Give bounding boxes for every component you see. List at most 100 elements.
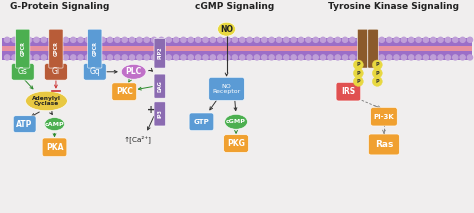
Text: PKC: PKC — [116, 87, 133, 96]
FancyBboxPatch shape — [88, 29, 102, 68]
Circle shape — [27, 55, 32, 60]
Circle shape — [262, 55, 267, 60]
Text: NO
Receptor: NO Receptor — [212, 83, 241, 94]
Circle shape — [232, 55, 237, 60]
Circle shape — [41, 55, 46, 60]
Circle shape — [401, 55, 407, 60]
Circle shape — [431, 37, 436, 42]
FancyBboxPatch shape — [42, 138, 67, 157]
Text: cAMP: cAMP — [45, 122, 64, 127]
Circle shape — [71, 55, 76, 60]
Text: Gq: Gq — [90, 67, 100, 76]
Text: Ras: Ras — [375, 140, 393, 149]
Circle shape — [365, 37, 370, 42]
Circle shape — [342, 55, 348, 60]
Circle shape — [225, 55, 230, 60]
Circle shape — [71, 37, 76, 42]
Circle shape — [379, 37, 384, 42]
Circle shape — [41, 37, 46, 42]
Circle shape — [247, 37, 252, 42]
Text: PKG: PKG — [227, 139, 245, 148]
FancyBboxPatch shape — [336, 82, 361, 101]
Circle shape — [438, 55, 443, 60]
Text: G-Protein Signaling: G-Protein Signaling — [9, 2, 109, 11]
Circle shape — [262, 37, 267, 42]
FancyBboxPatch shape — [49, 29, 63, 68]
Circle shape — [5, 37, 9, 42]
Circle shape — [137, 37, 142, 42]
Ellipse shape — [218, 22, 236, 36]
Text: PLC: PLC — [126, 67, 142, 76]
Circle shape — [5, 55, 9, 60]
Circle shape — [372, 55, 377, 60]
Ellipse shape — [225, 114, 247, 129]
Circle shape — [181, 37, 186, 42]
Circle shape — [467, 37, 473, 42]
Circle shape — [354, 68, 363, 78]
FancyBboxPatch shape — [369, 134, 399, 155]
FancyBboxPatch shape — [16, 29, 30, 68]
Circle shape — [144, 37, 149, 42]
Text: cGMP: cGMP — [226, 119, 246, 124]
Text: cGMP Signaling: cGMP Signaling — [195, 2, 274, 11]
FancyBboxPatch shape — [154, 38, 165, 68]
FancyBboxPatch shape — [154, 102, 165, 126]
Text: P: P — [356, 62, 360, 67]
Circle shape — [225, 37, 230, 42]
Circle shape — [431, 55, 436, 60]
Text: GTP: GTP — [193, 119, 210, 125]
Circle shape — [64, 55, 69, 60]
Text: ↑[Ca²⁺]: ↑[Ca²⁺] — [124, 135, 151, 143]
Circle shape — [276, 55, 282, 60]
Circle shape — [19, 37, 25, 42]
Circle shape — [460, 37, 465, 42]
FancyBboxPatch shape — [189, 113, 214, 131]
Circle shape — [453, 37, 458, 42]
FancyBboxPatch shape — [154, 74, 165, 98]
Circle shape — [357, 55, 363, 60]
Circle shape — [283, 37, 289, 42]
Circle shape — [453, 55, 458, 60]
Circle shape — [78, 55, 83, 60]
Circle shape — [373, 68, 382, 78]
Ellipse shape — [26, 91, 67, 111]
Circle shape — [350, 37, 355, 42]
Text: P: P — [356, 71, 360, 76]
Circle shape — [19, 55, 25, 60]
Text: IP3: IP3 — [157, 109, 162, 118]
FancyBboxPatch shape — [112, 83, 137, 101]
Circle shape — [173, 55, 179, 60]
Circle shape — [254, 37, 260, 42]
Circle shape — [299, 55, 304, 60]
Text: Tyrosine Kinase Signaling: Tyrosine Kinase Signaling — [328, 2, 459, 11]
Circle shape — [218, 37, 223, 42]
Circle shape — [394, 37, 399, 42]
Circle shape — [320, 37, 326, 42]
Circle shape — [328, 55, 333, 60]
Circle shape — [115, 37, 120, 42]
Ellipse shape — [121, 64, 146, 79]
Text: Adenylyl
Cyclase: Adenylyl Cyclase — [32, 96, 61, 106]
Circle shape — [34, 37, 39, 42]
Text: P: P — [375, 79, 379, 84]
Circle shape — [350, 55, 355, 60]
Circle shape — [387, 37, 392, 42]
FancyBboxPatch shape — [371, 107, 397, 126]
Circle shape — [48, 55, 54, 60]
Circle shape — [254, 55, 260, 60]
Text: Gi: Gi — [52, 67, 60, 76]
Text: +: + — [146, 105, 155, 115]
Text: ATP: ATP — [17, 119, 33, 129]
Circle shape — [357, 37, 363, 42]
Text: P: P — [375, 62, 379, 67]
Circle shape — [166, 55, 172, 60]
Circle shape — [196, 37, 201, 42]
Circle shape — [85, 55, 91, 60]
Circle shape — [372, 37, 377, 42]
Circle shape — [137, 55, 142, 60]
Circle shape — [306, 55, 311, 60]
Circle shape — [416, 37, 421, 42]
Circle shape — [12, 55, 17, 60]
Circle shape — [320, 55, 326, 60]
Circle shape — [291, 37, 296, 42]
